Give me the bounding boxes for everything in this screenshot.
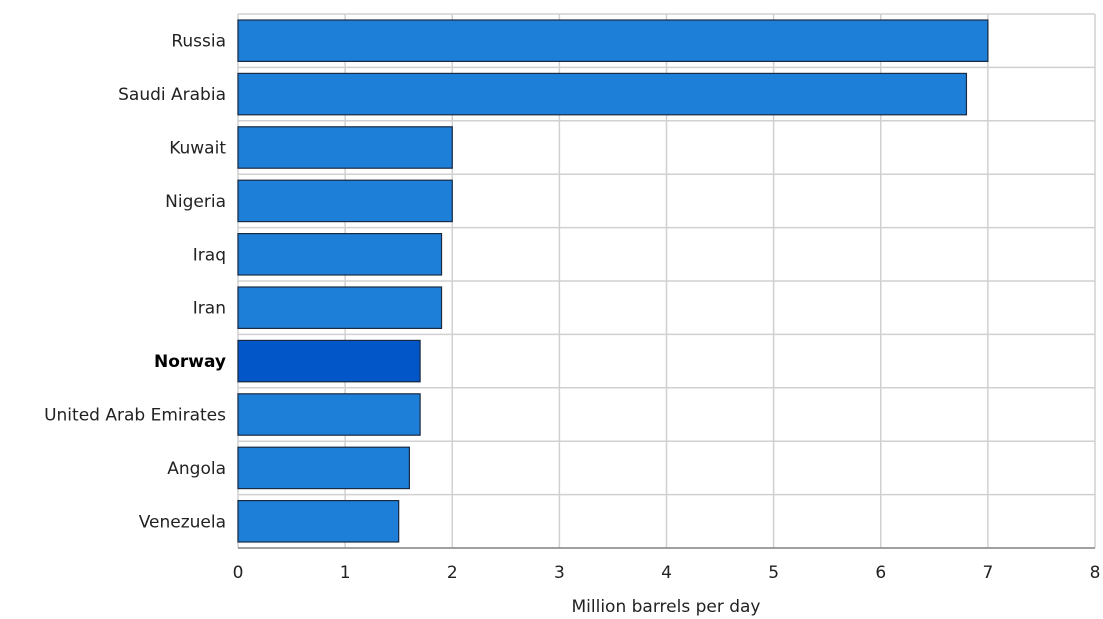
bar-kuwait (237, 126, 453, 169)
category-label-russia: Russia (171, 32, 226, 52)
x-tick-label: 8 (1090, 563, 1101, 583)
bar-russia (237, 19, 989, 63)
bar-united-arab-emirates (237, 393, 421, 436)
bar-iran (237, 286, 443, 330)
category-label-kuwait: Kuwait (169, 139, 226, 159)
x-axis-label: Million barrels per day (571, 597, 760, 617)
category-label-angola: Angola (167, 459, 226, 479)
bar-iraq (237, 233, 443, 276)
category-label-venezuela: Venezuela (139, 512, 226, 532)
category-label-united-arab-emirates: United Arab Emirates (44, 406, 226, 426)
category-label-saudi-arabia: Saudi Arabia (118, 85, 226, 105)
x-tick-label: 6 (875, 563, 886, 583)
bar-angola (237, 446, 410, 490)
x-tick-label: 3 (554, 563, 565, 583)
x-tick-labels: 0 1 2 3 4 5 6 7 8 (233, 563, 1101, 583)
x-tick-label: 2 (447, 563, 458, 583)
category-label-norway: Norway (154, 352, 226, 372)
x-tick-label: 4 (661, 563, 672, 583)
x-tick-label: 5 (768, 563, 779, 583)
x-tick-label: 7 (982, 563, 993, 583)
bar-nigeria (237, 179, 453, 223)
bar-norway (237, 339, 421, 383)
bar-venezuela (237, 500, 400, 543)
bars (237, 19, 989, 543)
x-tick-label: 0 (233, 563, 244, 583)
category-label-iran: Iran (193, 299, 226, 319)
x-tick-label: 1 (340, 563, 351, 583)
category-label-iraq: Iraq (193, 245, 226, 265)
bar-saudi-arabia (237, 72, 968, 116)
category-label-nigeria: Nigeria (165, 192, 226, 212)
category-labels: Russia Saudi Arabia Kuwait Nigeria Iraq Iran N… (44, 32, 226, 533)
